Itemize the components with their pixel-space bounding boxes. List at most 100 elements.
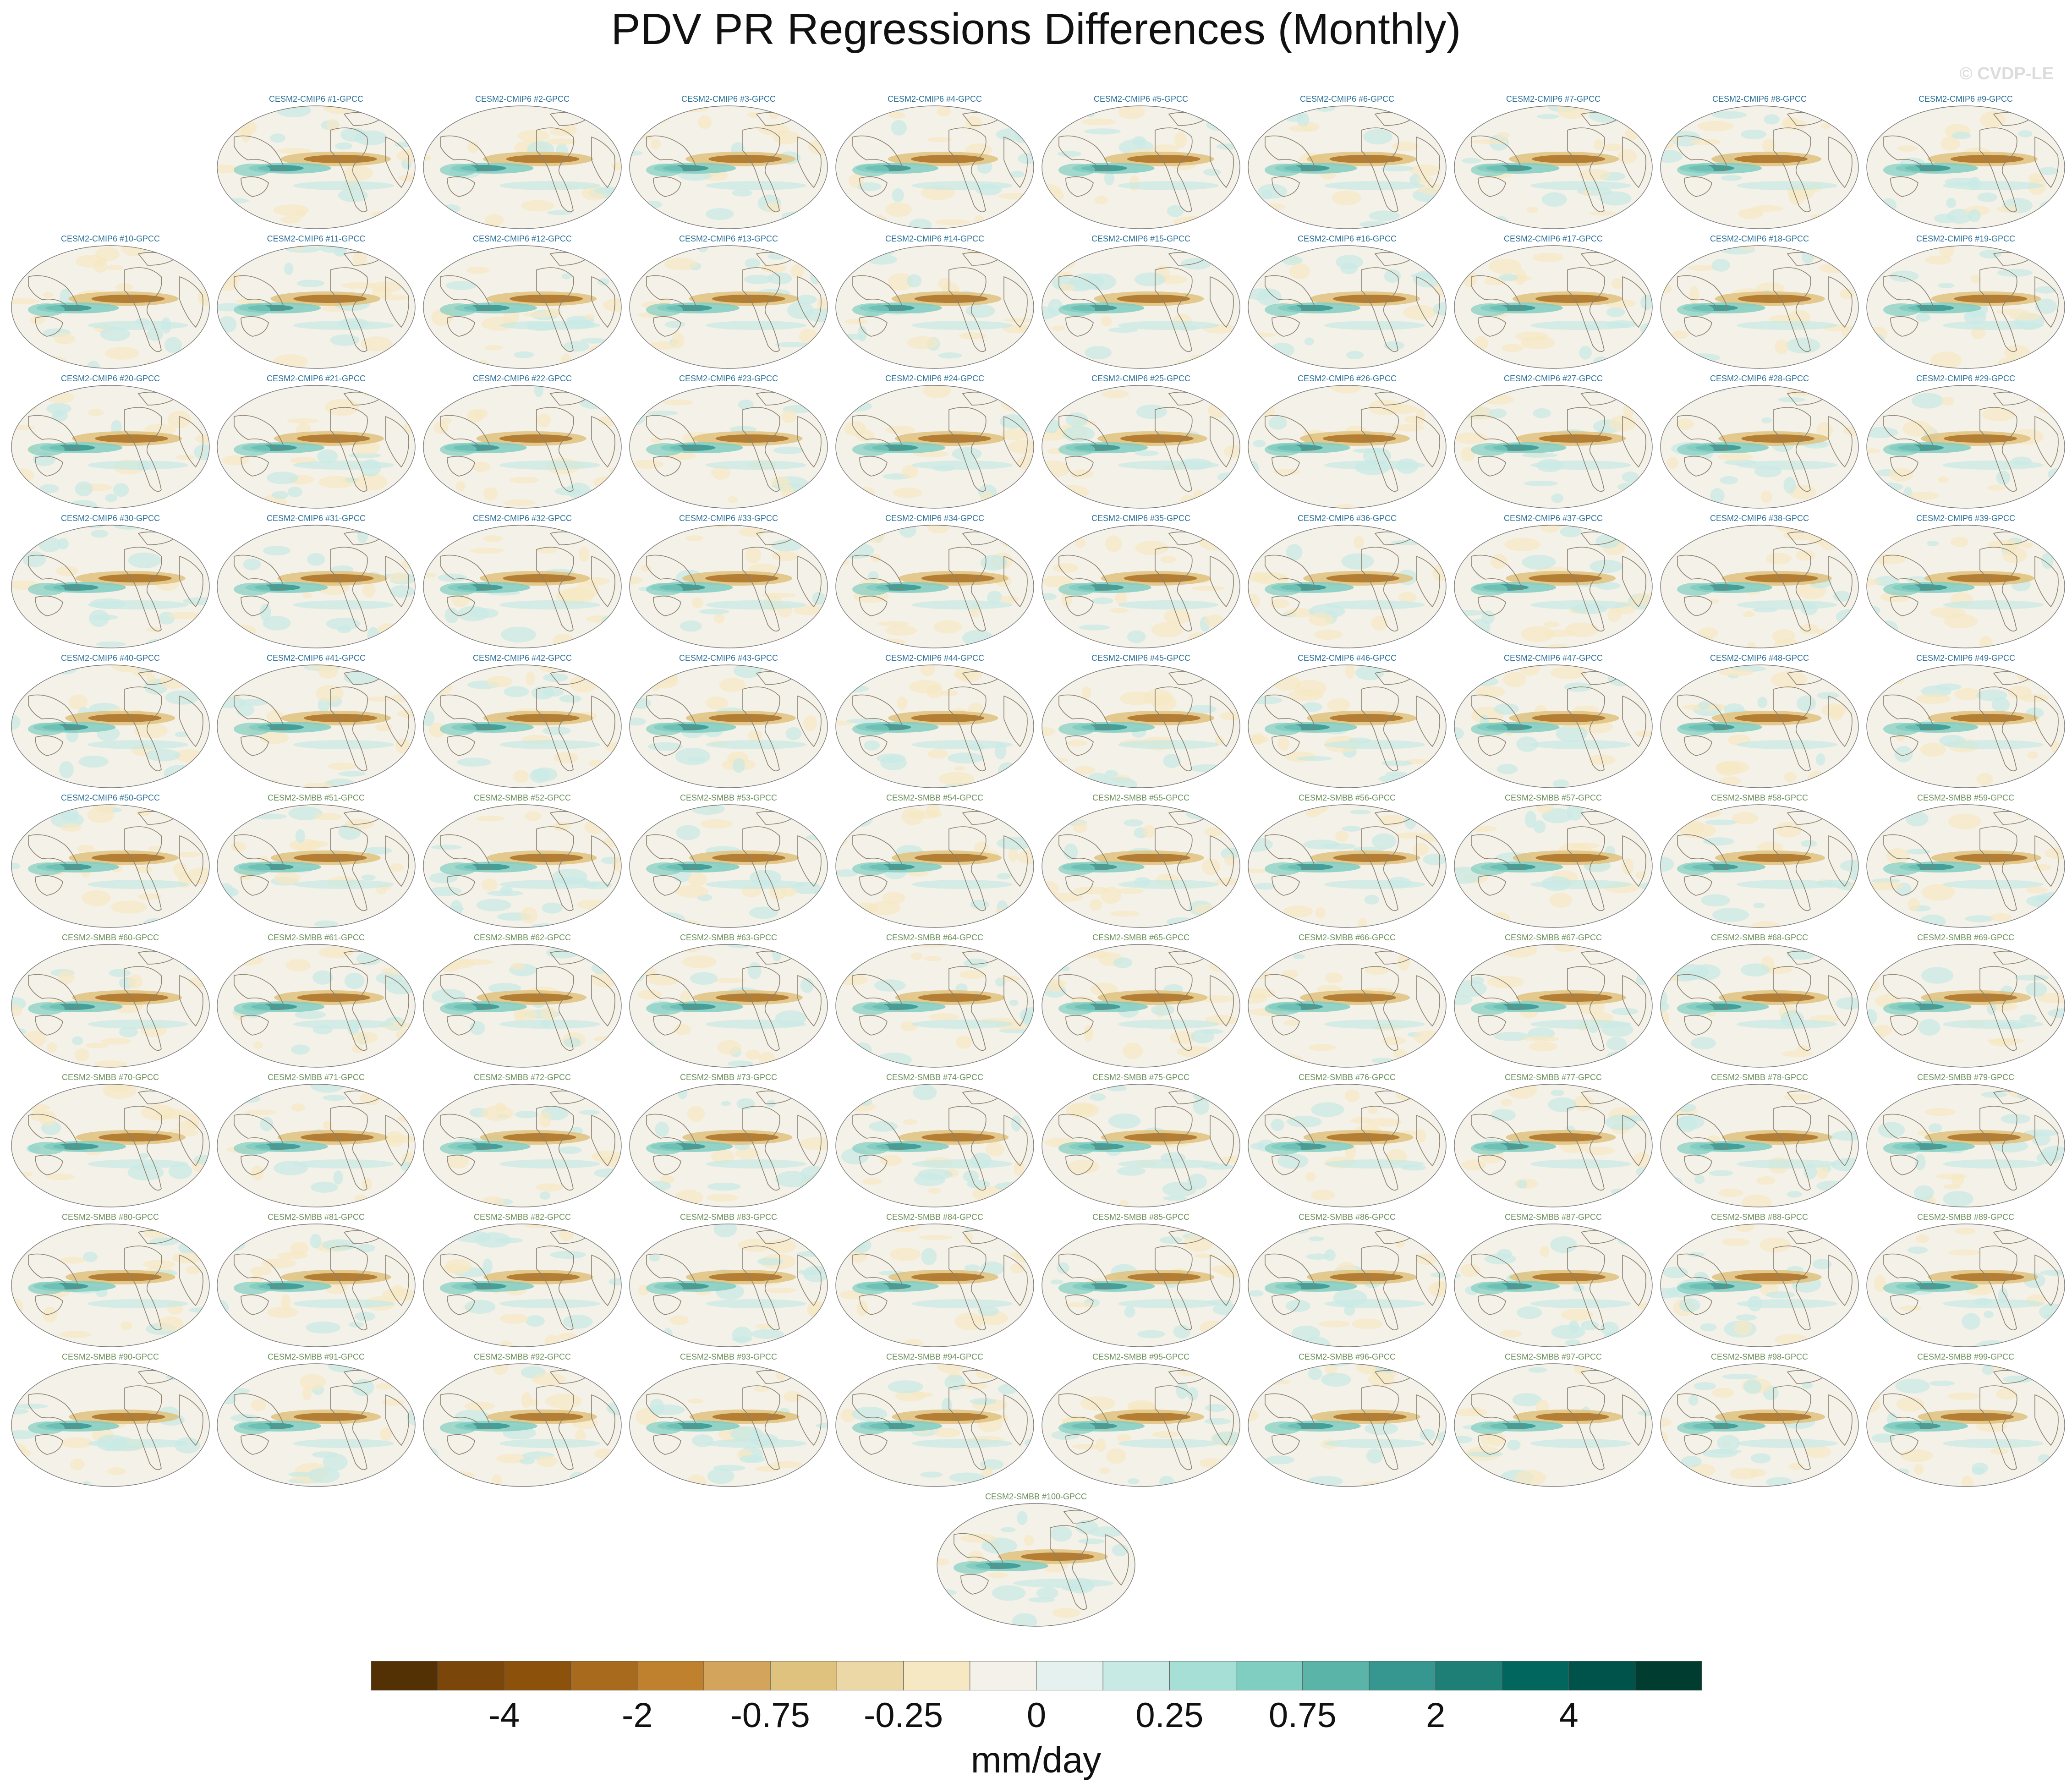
field-speckle <box>1766 1291 1795 1299</box>
field-speckle <box>817 297 828 310</box>
field-speckle <box>1204 614 1225 627</box>
map-plot <box>1248 944 1447 1068</box>
field-speckle <box>1685 353 1721 362</box>
dry-core <box>1947 574 2021 582</box>
coast-africa <box>1003 1114 1028 1167</box>
field-speckle <box>954 766 965 771</box>
indian-ocean-band <box>1677 583 1714 596</box>
field-speckle <box>2054 395 2065 409</box>
field-speckle <box>1867 578 1880 586</box>
coast-asia <box>28 275 79 311</box>
field-speckle <box>1810 1084 1833 1093</box>
coast-asia <box>1677 834 1728 870</box>
field-speckle <box>1489 408 1507 418</box>
field-speckle <box>745 258 761 269</box>
field-speckle <box>1063 843 1078 860</box>
panel-title: CESM2-CMIP6 #37-GPCC <box>1503 514 1603 523</box>
field-speckle <box>1162 1182 1196 1197</box>
indian-ocean-band <box>1471 164 1507 176</box>
field-speckle <box>1079 624 1110 631</box>
field-speckle <box>775 1171 809 1188</box>
field-speckle <box>641 359 651 368</box>
field-speckle <box>1483 106 1519 112</box>
field-speckle <box>955 1035 972 1049</box>
field-speckle <box>296 844 314 850</box>
field-speckle <box>836 482 856 496</box>
field-speckle <box>728 496 738 503</box>
field-speckle <box>1514 269 1527 285</box>
field-speckle <box>877 621 910 627</box>
field-speckle <box>561 273 572 280</box>
field-speckle <box>1757 841 1783 853</box>
field-speckle <box>1395 1089 1426 1101</box>
map-panel: CESM2-CMIP6 #34-GPCC <box>832 513 1038 649</box>
field-speckle <box>423 154 431 161</box>
field-speckle <box>1661 1001 1670 1012</box>
coast-asia <box>646 834 697 870</box>
field-speckle <box>294 1010 326 1019</box>
field-speckle <box>1409 1195 1425 1204</box>
field-speckle <box>1533 820 1546 834</box>
field-speckle <box>1668 395 1686 407</box>
field-speckle <box>1924 255 1952 265</box>
field-speckle <box>1429 125 1446 134</box>
field-speckle <box>1681 1456 1702 1467</box>
indian-ocean-band <box>1058 583 1095 596</box>
field-speckle <box>1383 341 1405 350</box>
coast-asia <box>1677 554 1728 591</box>
field-speckle <box>524 811 542 821</box>
indian-ocean-band <box>1471 862 1507 875</box>
field-speckle <box>1203 169 1221 176</box>
field-speckle <box>1208 784 1220 788</box>
southern-band <box>1324 1299 1425 1308</box>
field-speckle <box>238 699 269 706</box>
field-speckle <box>481 878 498 891</box>
panel-title: CESM2-SMBB #90-GPCC <box>61 1352 159 1361</box>
map-panel: CESM2-SMBB #97-GPCC <box>1450 1352 1656 1487</box>
panel-title: CESM2-SMBB #69-GPCC <box>1917 933 2015 942</box>
map-border <box>1248 245 1447 369</box>
map-panel: CESM2-SMBB #87-GPCC <box>1450 1212 1656 1348</box>
coast-africa <box>2034 975 2059 1027</box>
field-speckle <box>1202 1188 1228 1198</box>
field-speckle <box>1611 278 1623 289</box>
field-speckle <box>997 873 1011 880</box>
field-speckle <box>1248 868 1268 873</box>
indian-ocean-band <box>440 1421 477 1434</box>
southern-band <box>706 1299 806 1308</box>
field-speckle <box>284 263 294 275</box>
field-speckle <box>93 259 108 273</box>
map-plot <box>217 804 416 928</box>
field-speckle <box>536 1183 563 1192</box>
field-speckle <box>952 447 982 461</box>
field-speckle <box>1787 949 1816 960</box>
field-speckle <box>559 1146 582 1154</box>
southern-band <box>1737 321 1837 330</box>
field-speckle <box>584 820 606 834</box>
field-speckle <box>1846 1318 1858 1330</box>
field-speckle <box>2041 1183 2065 1188</box>
field-speckle <box>841 1245 866 1250</box>
map-panel: CESM2-CMIP6 #46-GPCC <box>1244 653 1450 789</box>
field-speckle <box>998 192 1031 200</box>
field-speckle <box>1951 132 1971 140</box>
field-speckle <box>1947 1392 1980 1400</box>
southern-band <box>706 461 806 470</box>
field-speckle <box>1459 1368 1475 1384</box>
map-panel: CESM2-SMBB #57-GPCC <box>1450 793 1656 928</box>
field-speckle <box>1897 145 1918 152</box>
field-speckle <box>773 446 804 455</box>
field-speckle <box>1838 1323 1858 1332</box>
southern-band <box>1530 880 1631 889</box>
field-speckle <box>1001 428 1028 440</box>
panel-title: CESM2-SMBB #80-GPCC <box>61 1212 159 1222</box>
coast-africa <box>1003 555 1028 608</box>
field-speckle <box>1189 704 1217 714</box>
coast-asia <box>852 694 904 730</box>
field-speckle <box>1248 1177 1262 1184</box>
coast-americas <box>1567 1106 1605 1191</box>
field-speckle <box>1016 108 1033 118</box>
coast-australia <box>1890 735 1919 756</box>
field-speckle <box>1249 824 1260 833</box>
